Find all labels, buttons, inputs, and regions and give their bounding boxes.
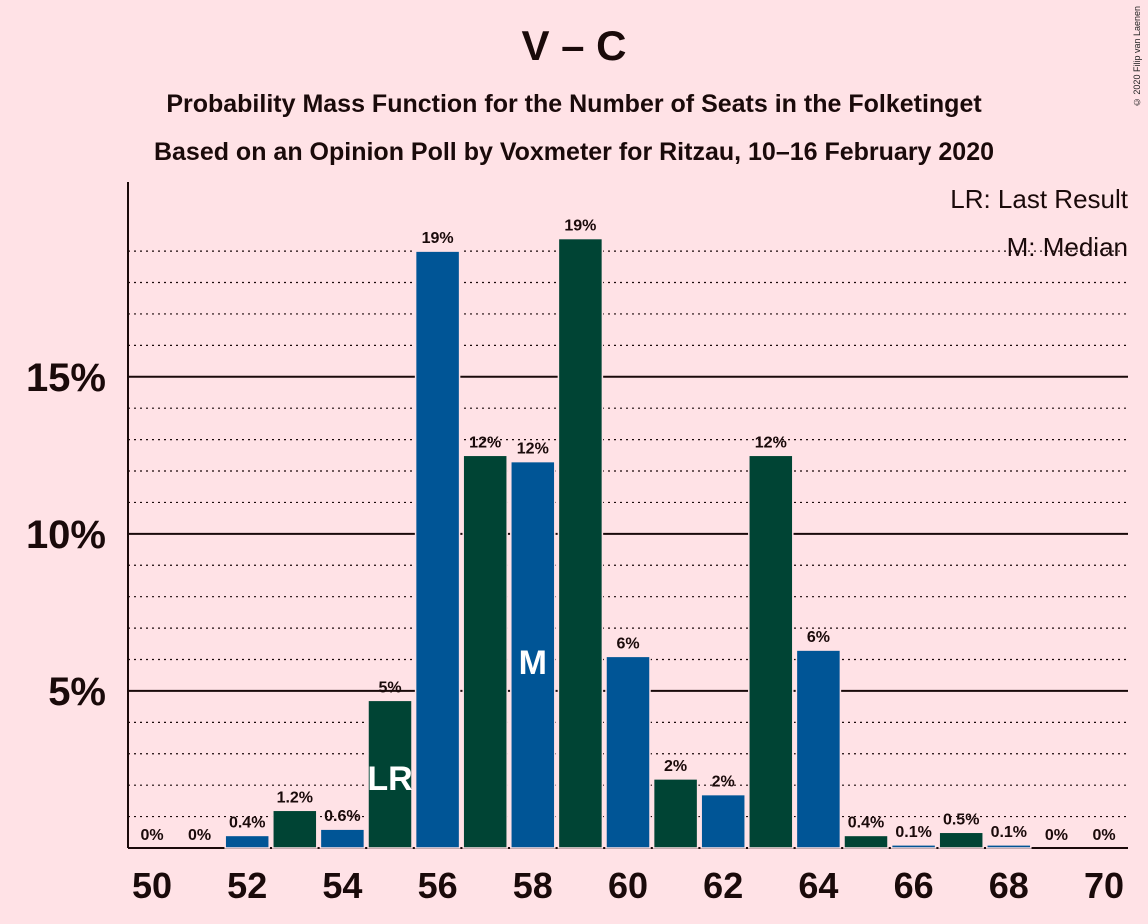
bar-data-label: 0% xyxy=(1092,827,1115,844)
bar-data-label: 0.1% xyxy=(895,824,931,841)
x-tick-label: 52 xyxy=(227,865,267,906)
bar-seat-67 xyxy=(938,831,984,849)
bar-data-label: 0.6% xyxy=(324,808,360,825)
x-tick-label: 54 xyxy=(322,865,362,906)
y-tick-label: 15% xyxy=(26,356,106,400)
bar-seat-57 xyxy=(462,454,508,849)
bar-data-label: 19% xyxy=(422,230,454,247)
bar-data-label: 2% xyxy=(712,774,735,791)
bar-seat-52 xyxy=(224,834,270,849)
bar-seat-64 xyxy=(795,649,842,849)
bar-seat-63 xyxy=(748,454,794,849)
bar-data-label: 1.2% xyxy=(277,789,313,806)
bar-data-label: 6% xyxy=(807,629,830,646)
bar-data-label: 12% xyxy=(469,434,501,451)
bar-seat-56 xyxy=(414,250,461,849)
bar-data-label: 12% xyxy=(517,441,549,458)
bar-data-label: 5% xyxy=(378,679,401,696)
bar-data-label: 12% xyxy=(755,434,787,451)
x-tick-label: 50 xyxy=(132,865,172,906)
bar-data-label: 0.5% xyxy=(943,811,979,828)
x-tick-label: 66 xyxy=(894,865,934,906)
y-tick-label: 5% xyxy=(48,670,106,714)
bar-seat-62 xyxy=(700,793,746,849)
x-tick-label: 62 xyxy=(703,865,743,906)
bar-seat-60 xyxy=(605,655,651,849)
bar-seat-55 xyxy=(367,699,413,849)
bar-seat-61 xyxy=(652,778,699,849)
chart-title: V – C xyxy=(521,22,627,69)
y-tick-label: 10% xyxy=(26,513,106,557)
bar-data-label: 0.4% xyxy=(229,814,265,831)
x-tick-label: 68 xyxy=(989,865,1029,906)
median-marker: M xyxy=(519,644,547,682)
bar-data-label: 0.4% xyxy=(848,814,884,831)
bar-seat-58 xyxy=(510,460,556,849)
x-tick-label: 64 xyxy=(798,865,838,906)
x-tick-label: 58 xyxy=(513,865,553,906)
bar-data-label: 0% xyxy=(1045,827,1068,844)
bar-data-label: 0.1% xyxy=(991,824,1027,841)
last-result-marker: LR xyxy=(367,760,412,798)
x-tick-label: 60 xyxy=(608,865,648,906)
chart-subtitle-1: Probability Mass Function for the Number… xyxy=(166,90,982,118)
bar-seat-54 xyxy=(319,828,366,849)
bar-seat-59 xyxy=(557,237,604,849)
x-tick-label: 70 xyxy=(1084,865,1124,906)
bar-seat-65 xyxy=(843,834,889,849)
bar-seat-68 xyxy=(986,844,1032,849)
x-tick-label: 56 xyxy=(418,865,458,906)
bar-data-label: 2% xyxy=(664,758,687,775)
bar-seat-53 xyxy=(272,809,318,849)
bar-data-label: 0% xyxy=(188,827,211,844)
bar-seat-66 xyxy=(890,844,937,849)
bar-data-label: 6% xyxy=(616,635,639,652)
legend-median: M: Median xyxy=(1006,232,1128,262)
bar-data-label: 0% xyxy=(140,827,163,844)
legend-last-result: LR: Last Result xyxy=(950,184,1128,214)
chart-subtitle-2: Based on an Opinion Poll by Voxmeter for… xyxy=(153,138,995,166)
bar-data-label: 19% xyxy=(564,218,596,235)
